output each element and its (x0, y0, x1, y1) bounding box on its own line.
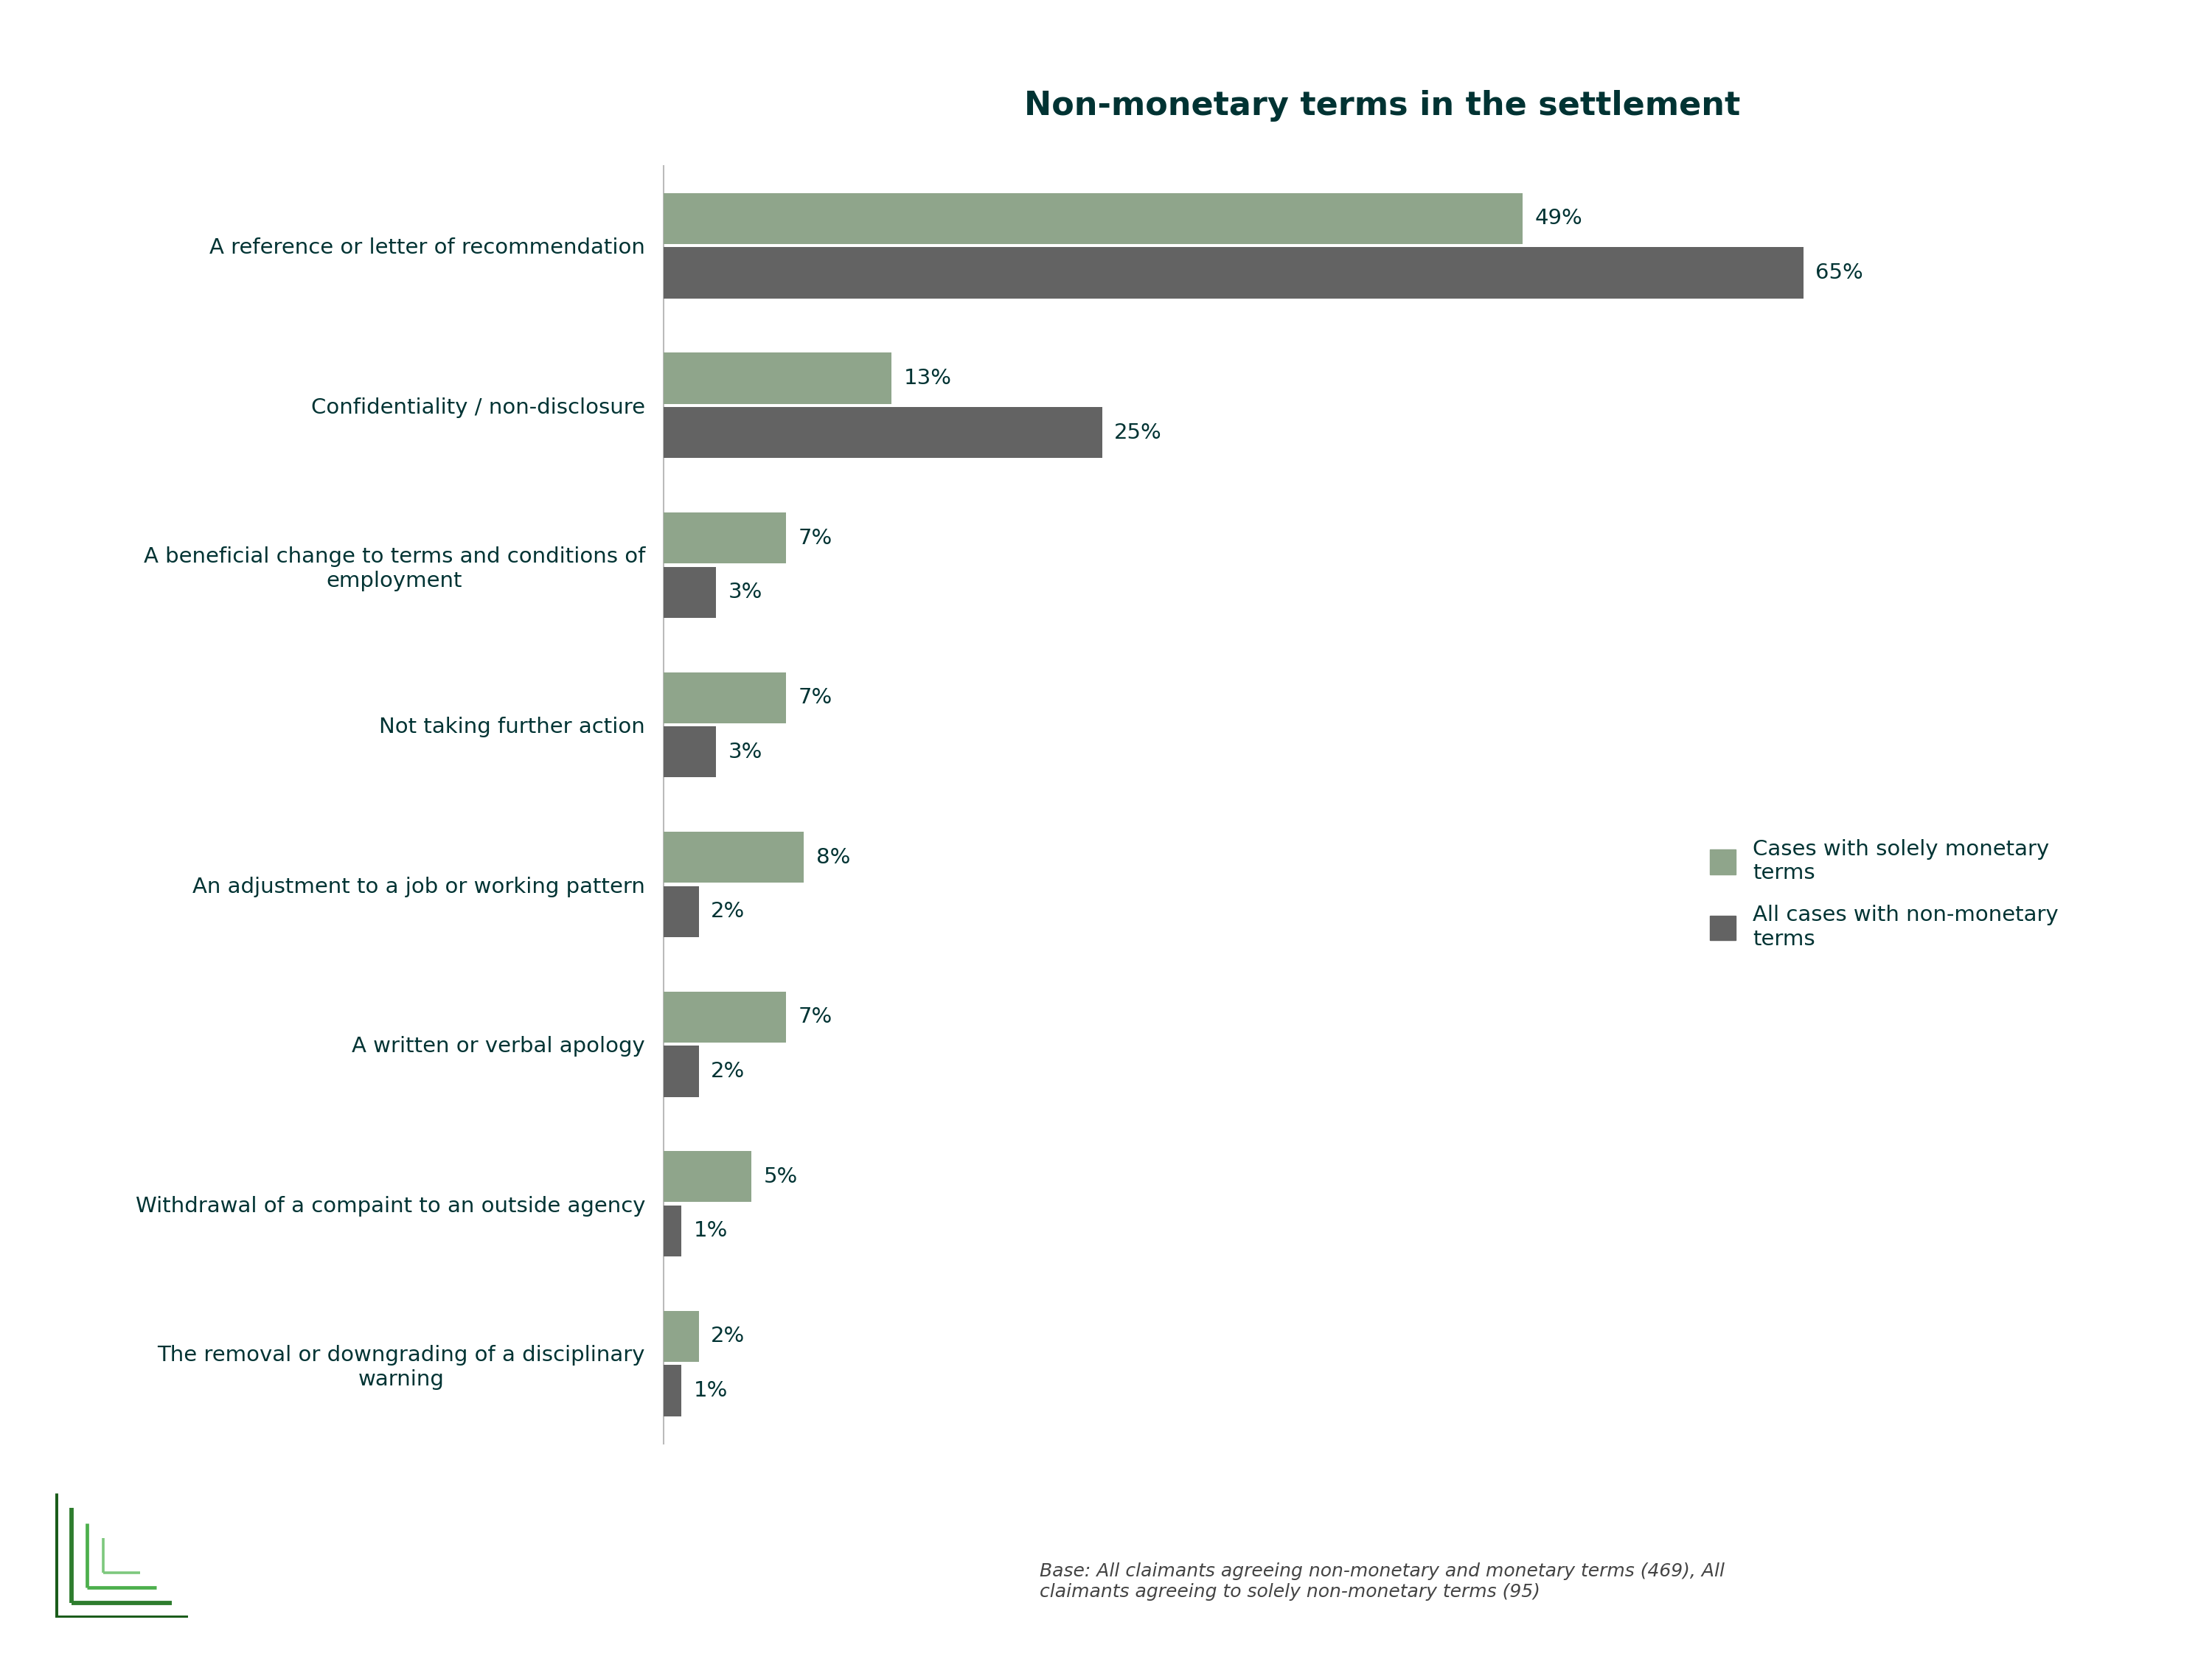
Bar (664, 353, 891, 403)
Bar (664, 1045, 699, 1097)
Bar (664, 406, 1102, 458)
Text: 2%: 2% (710, 901, 745, 922)
Text: 13%: 13% (905, 368, 951, 388)
Text: 2%: 2% (710, 1062, 745, 1082)
Bar (664, 1311, 699, 1362)
Bar (664, 727, 717, 778)
Text: 49%: 49% (1535, 209, 1584, 229)
Bar (664, 886, 699, 937)
Text: 7%: 7% (799, 528, 832, 547)
Bar (664, 567, 717, 617)
Title: Non-monetary terms in the settlement: Non-monetary terms in the settlement (1024, 90, 1741, 121)
Text: 3%: 3% (728, 742, 763, 761)
Bar (664, 992, 785, 1042)
Bar (664, 1151, 752, 1203)
Bar (664, 192, 1522, 244)
Bar (664, 1365, 681, 1417)
Bar (664, 247, 1803, 299)
Text: 25%: 25% (1115, 423, 1161, 443)
Legend: Cases with solely monetary
terms, All cases with non-monetary
terms: Cases with solely monetary terms, All ca… (1710, 839, 2059, 949)
Bar (664, 513, 785, 564)
Bar (664, 831, 803, 883)
Bar (664, 1206, 681, 1256)
Text: 5%: 5% (763, 1166, 799, 1186)
Bar (664, 672, 785, 723)
Text: 3%: 3% (728, 582, 763, 602)
Text: Base: All claimants agreeing non-monetary and monetary terms (469), All
claimant: Base: All claimants agreeing non-monetar… (1040, 1563, 1725, 1601)
Text: 2%: 2% (710, 1326, 745, 1347)
Text: 7%: 7% (799, 1007, 832, 1027)
Text: 1%: 1% (692, 1221, 728, 1241)
Text: 1%: 1% (692, 1380, 728, 1400)
Text: 7%: 7% (799, 687, 832, 708)
Text: 8%: 8% (816, 848, 849, 868)
Text: 65%: 65% (1816, 262, 1863, 284)
